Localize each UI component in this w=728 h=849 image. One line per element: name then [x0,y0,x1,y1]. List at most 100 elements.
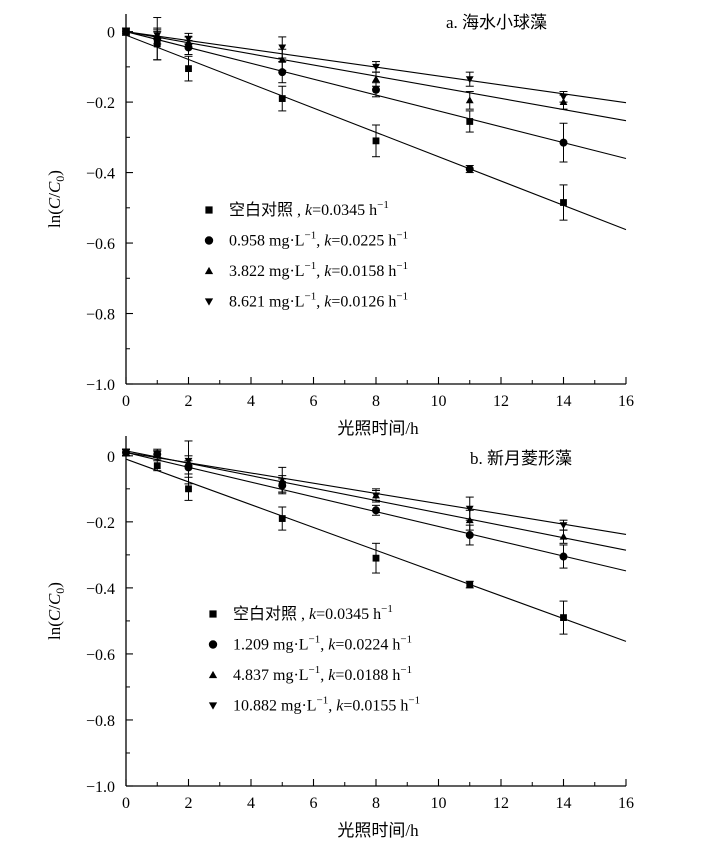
legend-k-symbol: k [324,263,332,280]
data-point-square [185,65,192,73]
x-tick-label: 14 [556,393,572,410]
legend-k-symbol: k [309,606,317,623]
x-axis-label: 光照时间/h [337,419,419,438]
legend-marker-triangle-down [208,702,218,710]
y-label-part: C [45,609,64,621]
x-tick-label: 12 [493,795,509,812]
data-point-triangle-up [372,75,380,83]
y-tick-label: 0 [107,449,115,466]
legend-superscript: −1 [400,634,412,646]
y-tick-label: −1.0 [86,377,115,394]
x-tick-label: 0 [122,795,130,812]
legend-superscript: −1 [377,199,389,211]
legend-entry: 4.837 mg·L−1, k=0.0188 h−1 [233,664,412,684]
y-label-part: ) [45,582,64,588]
x-tick-label: 4 [247,393,255,410]
legend-superscript: −1 [305,230,317,242]
y-label-part: ln( [45,209,64,228]
y-axis-label: ln(C/C0) [45,170,67,228]
legend-entry: 0.958 mg·L−1, k=0.0225 h−1 [229,230,408,250]
y-tick-label: 0 [107,25,115,42]
x-tick-label: 2 [185,393,193,410]
data-point-circle [372,506,380,515]
legend-marker-square [205,206,213,214]
legend-k-symbol: k [328,667,336,684]
legend-marker-square [209,610,217,618]
data-point-circle [465,165,474,174]
x-tick-label: 6 [310,393,318,410]
data-point-triangle-down [278,44,287,52]
x-tick-label: 10 [431,795,447,812]
x-tick-label: 10 [431,393,447,410]
data-point-square [185,485,192,493]
legend-label: 8.621 mg·L [229,294,305,311]
y-axis-label: ln(C/C0) [45,582,67,640]
y-label-part: C [45,197,64,209]
data-point-triangle-down [278,480,287,488]
legend-k-symbol: k [336,698,344,715]
y-tick-label: −0.2 [86,515,115,532]
legend-k-value: =0.0224 h [335,637,400,654]
legend-label: 空白对照 , [233,605,309,623]
legend-separator: , [316,294,324,311]
y-label-part: C [45,593,64,605]
panel-title: b. 新月菱形藻 [470,449,572,468]
legend-entry: 8.621 mg·L−1, k=0.0126 h−1 [229,291,408,311]
data-point-triangle-down [153,451,162,459]
data-point-triangle-down [559,93,568,101]
legend-entry: 10.882 mg·L−1, k=0.0155 h−1 [233,695,420,715]
data-point-circle [465,531,474,540]
y-tick-label: −1.0 [86,779,115,796]
data-point-triangle-up [465,96,474,104]
data-point-triangle-down [465,76,474,84]
data-point-triangle-down [372,63,380,71]
x-tick-label: 16 [618,795,634,812]
legend-marker-triangle-up [204,266,214,275]
legend-k-value: =0.0155 h [343,698,408,715]
y-label-part: ) [45,170,64,176]
legend-superscript: −1 [305,291,317,303]
data-point-square [560,614,567,622]
x-axis-label: 光照时间/h [337,821,419,840]
data-point-square [560,199,567,206]
x-tick-label: 14 [556,795,572,812]
legend-entry: 空白对照 , k=0.0345 h−1 [229,199,389,219]
y-tick-label: −0.8 [86,307,115,324]
legend-label: 空白对照 , [229,201,305,219]
legend-entry: 1.209 mg·L−1, k=0.0224 h−1 [233,634,412,654]
data-point-square [466,118,474,125]
data-point-square [278,515,286,522]
legend-k-value: =0.0188 h [335,667,400,684]
data-point-circle [372,85,380,94]
data-point-circle [559,138,568,147]
y-label-part: 0 [53,588,67,594]
data-point-triangle-down [122,28,130,36]
legend-k-value: =0.0158 h [331,263,396,280]
data-point-triangle-down [559,522,568,530]
legend-k-symbol: k [305,202,313,219]
legend-marker-circle [204,236,214,245]
legend-superscript: −1 [381,603,393,615]
data-point-triangle-up [278,55,287,63]
legend-separator: , [316,233,324,250]
x-tick-label: 0 [122,393,130,410]
legend-label: 0.958 mg·L [229,233,305,250]
legend-label: 4.837 mg·L [233,667,309,684]
chart-panel-a: 0 2 4 6 8 10 12 14 16 0 −0.2 −0.4 −0.6 −0.8 −1.0 光照时间/h… [45,13,634,438]
data-point-square [466,581,474,588]
chart-panel-b: 0 2 4 6 8 10 12 14 16 0 −0.2 −0.4 −0.6 −0.8 −1.0 光照时间/h… [45,436,634,840]
legend-superscript: −1 [317,695,329,707]
legend-superscript: −1 [408,695,420,707]
y-tick-label: −0.8 [86,713,115,730]
legend-marker-triangle-down [204,298,214,306]
legend-superscript: −1 [396,260,408,272]
legend-entry: 3.822 mg·L−1, k=0.0158 h−1 [229,260,408,280]
panel-title: a. 海水小球藻 [446,13,547,32]
legend-superscript: −1 [396,230,408,242]
x-tick-label: 16 [618,393,634,410]
y-tick-label: −0.6 [86,236,115,253]
x-tick-label: 12 [493,393,509,410]
data-point-triangle-down [184,35,193,43]
